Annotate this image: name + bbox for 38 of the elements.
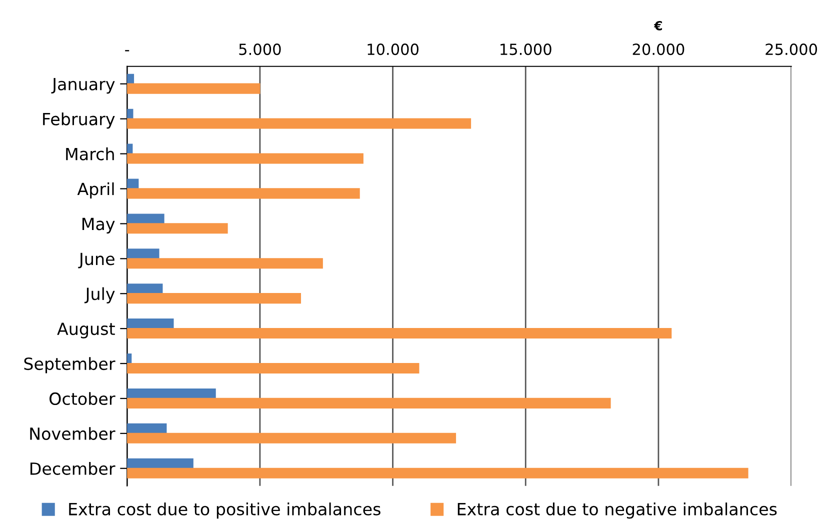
bar (127, 248, 160, 260)
y-tick-label: October (50, 392, 116, 406)
y-tick-label: July (84, 287, 115, 304)
x-tick-label: 20.000 (632, 44, 684, 56)
bar (127, 328, 672, 339)
bar (127, 153, 364, 164)
x-tick-label: 25.000 (766, 44, 818, 56)
y-tick-label: May (82, 218, 115, 234)
x-tick-label: 5.000 (239, 44, 281, 56)
bar (127, 258, 323, 269)
bar (127, 398, 611, 408)
x-axis-title: € (654, 20, 662, 30)
bar (127, 293, 302, 304)
bar (127, 458, 194, 469)
bar (127, 118, 472, 129)
bar (127, 188, 360, 199)
y-tick-label: April (77, 182, 114, 199)
bar (127, 83, 260, 94)
bar (127, 318, 174, 330)
bar (127, 214, 164, 224)
y-tick-label: November (30, 427, 116, 440)
x-tick-label: - (125, 50, 130, 52)
bar (127, 223, 228, 234)
x-tick-label: 15.000 (500, 44, 552, 56)
bar (127, 468, 748, 478)
legend-label: Extra cost due to negative imbalances (458, 502, 777, 519)
y-tick-label: December (30, 462, 116, 475)
y-tick-label: August (57, 322, 115, 338)
y-tick-label: June (78, 252, 114, 268)
legend-label: Extra cost due to positive imbalances (69, 502, 380, 519)
y-tick-label: January (51, 78, 115, 94)
x-tick-label: 10.000 (368, 44, 418, 56)
bar (127, 362, 420, 374)
bar (127, 388, 216, 400)
y-tick-label: February (43, 112, 115, 129)
y-tick-label: September (24, 357, 116, 374)
y-tick-label: March (66, 147, 114, 160)
bar (127, 432, 456, 444)
